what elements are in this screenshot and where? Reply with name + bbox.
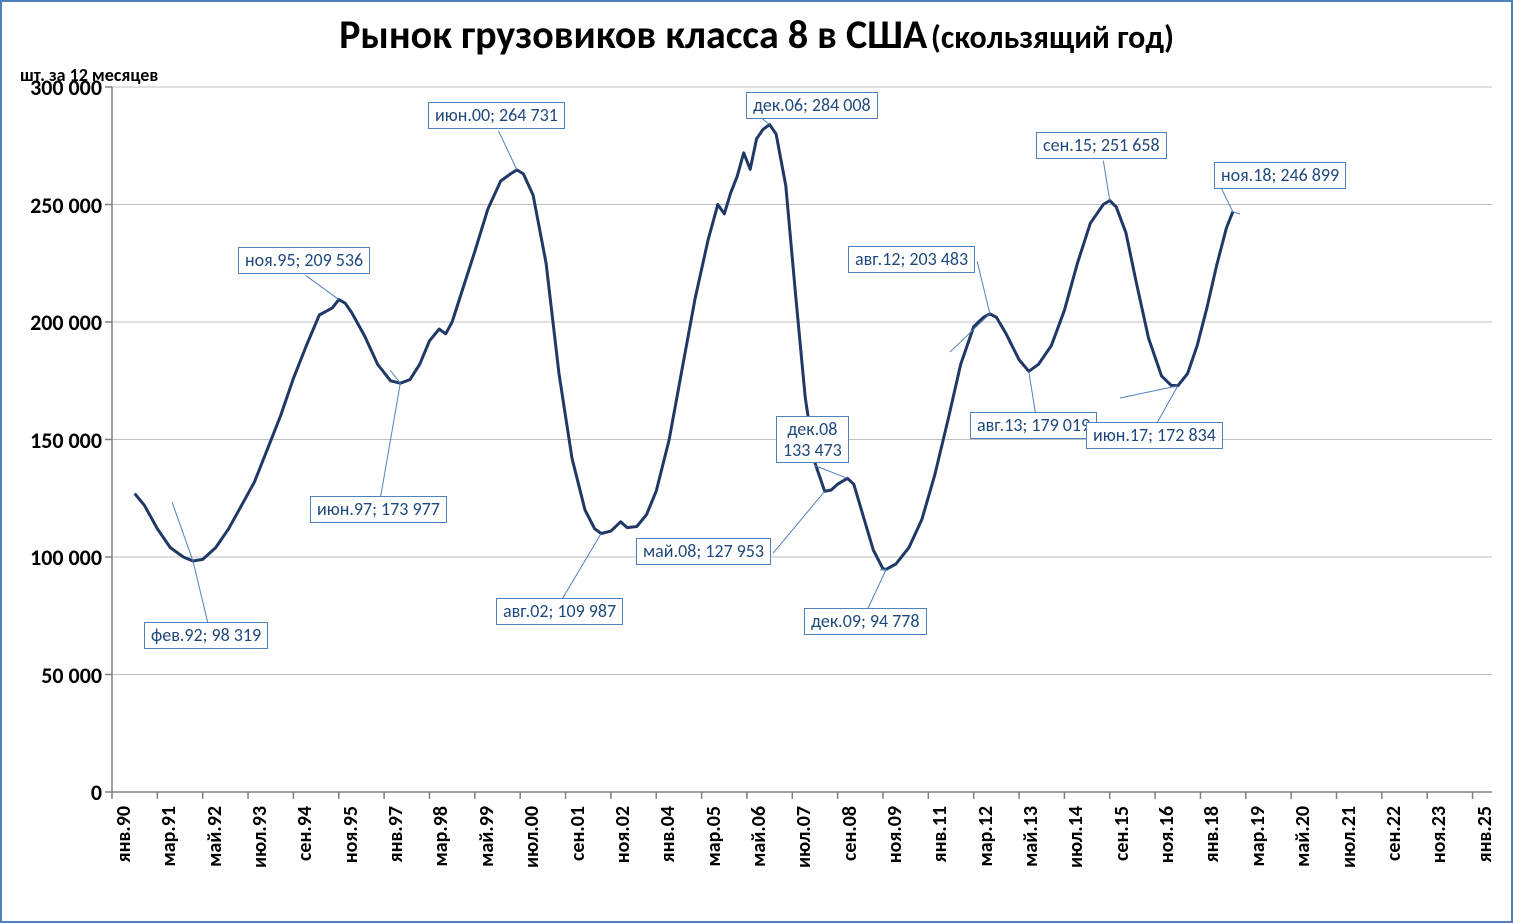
x-tick-label: янв.90 bbox=[112, 806, 136, 886]
x-tick-label: мар.19 bbox=[1246, 806, 1270, 886]
x-tick-label: янв.04 bbox=[656, 806, 680, 886]
chart-frame: { "title_main": "Рынок грузовиков класса… bbox=[0, 0, 1513, 923]
x-tick-label: июл.07 bbox=[792, 806, 816, 886]
callout-label: авг.02; 109 987 bbox=[496, 598, 623, 625]
x-tick-label: май.99 bbox=[475, 806, 499, 886]
y-tick-label: 150 000 bbox=[12, 427, 102, 454]
y-tick-label: 50 000 bbox=[12, 662, 102, 689]
x-tick-label: сен.08 bbox=[838, 806, 862, 886]
x-tick-label: ноя.16 bbox=[1155, 806, 1179, 886]
x-tick-label: сен.15 bbox=[1110, 806, 1134, 886]
x-tick-label: ноя.23 bbox=[1427, 806, 1451, 886]
x-tick-label: ноя.95 bbox=[339, 806, 363, 886]
y-tick-label: 300 000 bbox=[12, 74, 102, 101]
x-tick-label: мар.12 bbox=[974, 806, 998, 886]
x-tick-label: май.20 bbox=[1291, 806, 1315, 886]
x-tick-label: сен.01 bbox=[566, 806, 590, 886]
x-tick-label: июл.00 bbox=[520, 806, 544, 886]
chart-svg bbox=[2, 2, 1513, 923]
callout-label: май.08; 127 953 bbox=[636, 538, 771, 565]
callout-label: июн.00; 264 731 bbox=[428, 102, 565, 129]
y-tick-label: 200 000 bbox=[12, 309, 102, 336]
y-tick-label: 100 000 bbox=[12, 544, 102, 571]
x-tick-label: июл.93 bbox=[248, 806, 272, 886]
x-tick-label: сен.22 bbox=[1382, 806, 1406, 886]
callout-label: авг.12; 203 483 bbox=[848, 246, 975, 273]
callout-label: ноя.95; 209 536 bbox=[238, 247, 370, 274]
y-tick-label: 0 bbox=[12, 779, 102, 806]
callout-label: ноя.18; 246 899 bbox=[1214, 162, 1346, 189]
x-tick-label: май.92 bbox=[203, 806, 227, 886]
y-tick-label: 250 000 bbox=[12, 192, 102, 219]
x-tick-label: мар.05 bbox=[702, 806, 726, 886]
callout-label: июн.97; 173 977 bbox=[310, 496, 447, 523]
callout-label: фев.92; 98 319 bbox=[144, 622, 268, 649]
x-tick-label: мар.98 bbox=[429, 806, 453, 886]
callout-label: дек.06; 284 008 bbox=[746, 92, 878, 119]
callout-label: июн.17; 172 834 bbox=[1086, 422, 1223, 449]
x-tick-label: мар.91 bbox=[157, 806, 181, 886]
x-tick-label: июл.21 bbox=[1337, 806, 1361, 886]
callout-label: дек.09; 94 778 bbox=[804, 608, 927, 635]
callout-label: дек.08133 473 bbox=[776, 416, 849, 463]
data-line bbox=[135, 125, 1233, 570]
x-tick-label: июл.14 bbox=[1064, 806, 1088, 886]
x-tick-label: сен.94 bbox=[293, 806, 317, 886]
x-tick-label: ноя.09 bbox=[883, 806, 907, 886]
x-tick-label: янв.11 bbox=[928, 806, 952, 886]
x-tick-label: янв.25 bbox=[1473, 806, 1497, 886]
x-tick-label: май.13 bbox=[1019, 806, 1043, 886]
x-tick-label: янв.97 bbox=[384, 806, 408, 886]
callout-label: сен.15; 251 658 bbox=[1036, 132, 1167, 159]
x-tick-label: ноя.02 bbox=[611, 806, 635, 886]
x-tick-label: май.06 bbox=[747, 806, 771, 886]
x-tick-label: янв.18 bbox=[1200, 806, 1224, 886]
callout-label: авг.13; 179 019 bbox=[970, 412, 1097, 439]
